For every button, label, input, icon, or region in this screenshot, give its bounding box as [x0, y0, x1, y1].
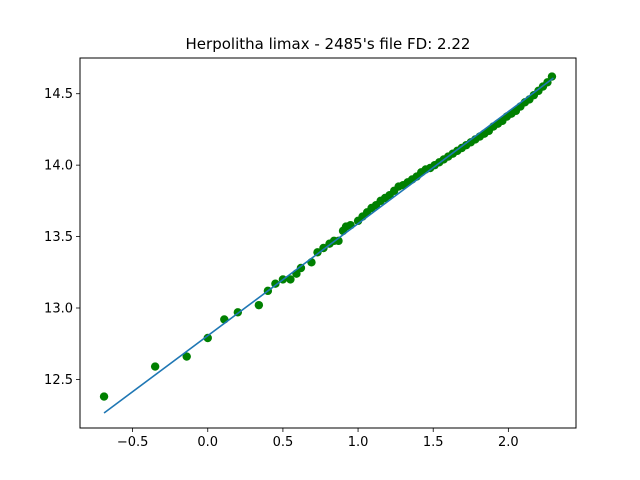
data-point [346, 220, 355, 230]
data-point [334, 236, 343, 246]
axes-frame [79, 57, 577, 429]
data-point [254, 300, 264, 310]
y-tick-label: 12.5 [44, 373, 73, 388]
data-point [296, 263, 306, 273]
y-axis: 12.5 13.0 13.5 14.0 14.5 [44, 87, 80, 388]
x-tick-label: 1.0 [348, 435, 369, 450]
x-tick-label: 0.0 [197, 435, 218, 450]
y-tick-label: 14.0 [44, 159, 73, 174]
x-axis: −0.5 0.0 0.5 1.0 1.5 2.0 [117, 428, 519, 450]
data-point [313, 248, 322, 257]
data-point [220, 315, 229, 324]
plot-area [99, 72, 557, 414]
data-point [547, 72, 557, 81]
x-tick-label: 0.5 [273, 435, 294, 450]
y-tick-label: 14.5 [44, 87, 73, 102]
data-point [271, 279, 280, 288]
y-tick-label: 13.0 [44, 302, 73, 317]
chart-title: Herpolitha limax - 2485's file FD: 2.22 [186, 35, 471, 53]
data-point [203, 333, 212, 343]
x-tick-label: 2.0 [498, 435, 519, 450]
data-point [99, 392, 109, 401]
data-point [182, 352, 191, 361]
data-point [286, 275, 295, 284]
x-tick-label: −0.5 [117, 435, 149, 450]
x-tick-label: 1.5 [423, 435, 444, 450]
y-tick-label: 13.5 [44, 230, 73, 245]
data-point [150, 362, 160, 371]
fit-line [103, 77, 554, 414]
